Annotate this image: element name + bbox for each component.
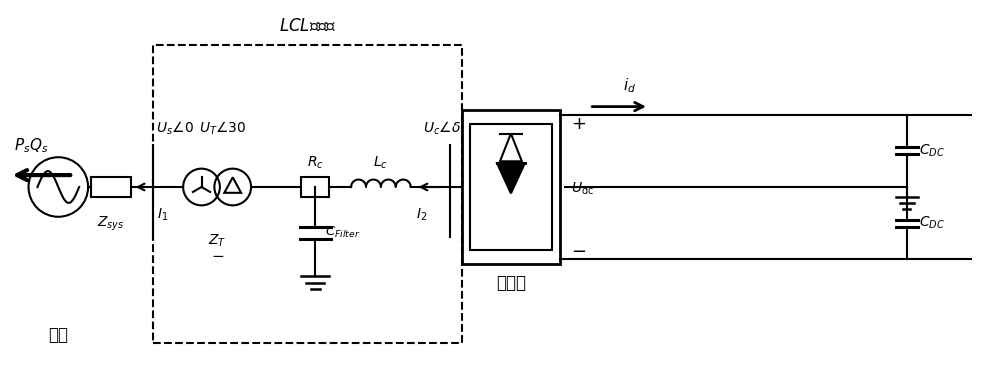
Text: 换流站: 换流站 [496,275,526,292]
Text: $+$: $+$ [571,116,587,134]
Text: $Z_T$: $Z_T$ [208,233,226,249]
Bar [470,125,552,249]
Text: $L_c$: $L_c$ [373,155,388,171]
Text: $C_{Filter}$: $C_{Filter}$ [325,225,361,240]
Bar [153,45,462,343]
Text: $C_{DC}$: $C_{DC}$ [919,215,945,232]
Text: $Z_{sys}$: $Z_{sys}$ [97,215,125,233]
Text: 电网: 电网 [48,326,68,344]
Text: $U_c\angle\delta$: $U_c\angle\delta$ [423,120,461,137]
Text: $i_d$: $i_d$ [623,76,636,95]
Text: $U_{\rm dc}$: $U_{\rm dc}$ [571,181,595,197]
Bar [462,110,560,264]
Text: $LCL$滤波器: $LCL$滤波器 [279,17,336,35]
Text: $U_T\angle 30$: $U_T\angle 30$ [199,120,247,137]
Text: $U_s\angle 0$: $U_s\angle 0$ [156,120,193,137]
Text: $R_c$: $R_c$ [307,155,324,171]
Text: $I_1$: $I_1$ [157,207,168,223]
Text: $C_{DC}$: $C_{DC}$ [919,142,945,159]
Bar [301,177,329,197]
Text: $-$: $-$ [571,240,587,258]
Polygon shape [497,163,525,193]
Text: $-$: $-$ [211,246,224,261]
Bar [91,177,131,197]
Text: $I_2$: $I_2$ [416,207,427,223]
Text: $P_s Q_s$: $P_s Q_s$ [14,136,48,155]
